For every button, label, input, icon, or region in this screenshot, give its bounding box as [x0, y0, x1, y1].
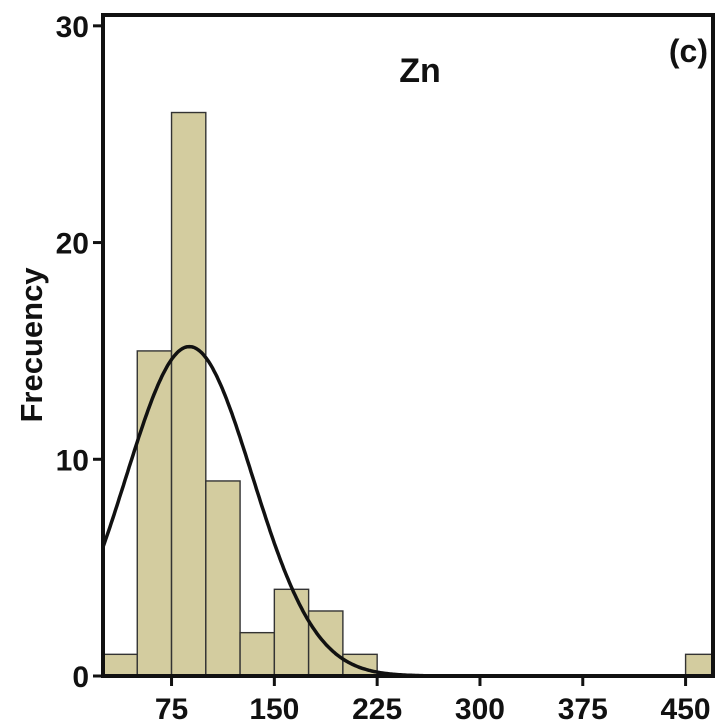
x-tick-label: 150 — [249, 693, 299, 726]
y-tick-label: 20 — [56, 228, 89, 261]
x-tick-label: 375 — [558, 693, 608, 726]
x-tick-label: 300 — [455, 693, 505, 726]
histogram-bar — [170, 111, 207, 677]
x-axis: 75 150 225 300 375 450 — [155, 676, 711, 726]
x-tick-label: 75 — [155, 693, 188, 726]
histogram-bars — [102, 111, 714, 677]
panel-label: (c) — [669, 33, 708, 69]
y-axis-title: Frecuency — [14, 267, 49, 423]
y-tick-label: 30 — [56, 11, 89, 44]
histogram-bar — [684, 653, 714, 677]
y-axis: 0 10 20 30 — [56, 11, 103, 694]
x-tick-label: 450 — [661, 693, 711, 726]
histogram-bar — [273, 588, 310, 677]
histogram-bar — [205, 480, 241, 677]
y-tick-label: 0 — [72, 661, 89, 694]
y-tick-label: 10 — [56, 444, 89, 477]
x-tick-label: 225 — [352, 693, 402, 726]
chart-title: Zn — [399, 52, 441, 90]
plot-frame — [101, 13, 715, 678]
histogram-bar — [239, 631, 276, 677]
histogram-bar — [102, 653, 138, 677]
histogram-bar — [136, 350, 173, 677]
